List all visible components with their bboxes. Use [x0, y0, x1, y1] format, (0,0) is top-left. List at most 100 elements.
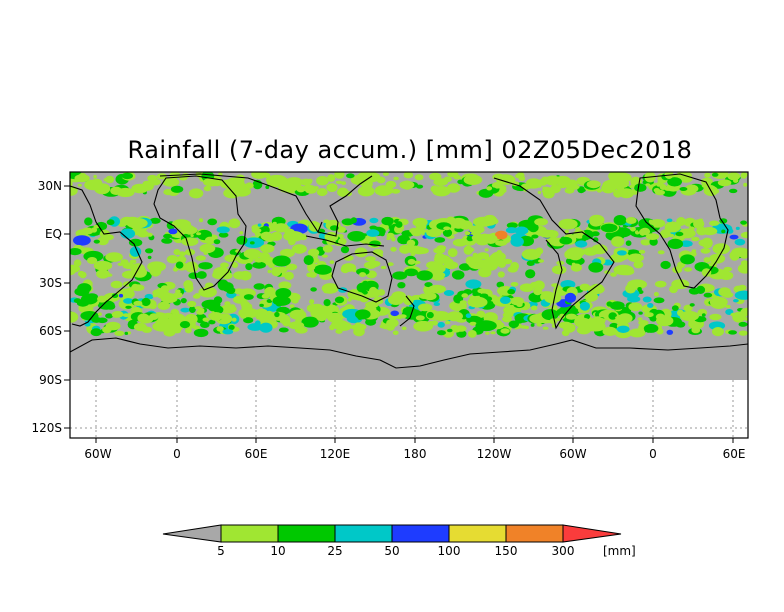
- rain-cell: [728, 330, 737, 335]
- rain-cell: [309, 299, 315, 305]
- rain-cell: [656, 328, 664, 335]
- rain-cell: [693, 219, 705, 229]
- rain-cell: [391, 188, 401, 194]
- x-label-120w: 120W: [477, 447, 512, 461]
- rain-cell: [166, 255, 179, 264]
- rain-cell: [725, 304, 731, 309]
- rain-cell: [81, 227, 94, 235]
- rain-cell: [411, 228, 423, 237]
- rain-cell: [392, 271, 408, 280]
- rain-cell: [240, 313, 247, 319]
- rain-cell: [261, 293, 270, 299]
- rain-cell: [551, 324, 556, 328]
- rain-cell: [73, 235, 91, 246]
- rain-cell: [744, 317, 748, 321]
- rain-cell: [705, 287, 710, 291]
- rain-cell: [322, 245, 333, 253]
- rain-cell: [447, 328, 453, 333]
- rain-cell: [77, 270, 85, 277]
- rain-cell: [414, 260, 421, 265]
- rain-cell: [479, 293, 489, 299]
- rain-cell: [226, 287, 236, 294]
- rain-cell: [116, 187, 135, 198]
- rain-cell: [729, 188, 738, 194]
- rain-cell: [374, 185, 393, 197]
- rain-cell: [77, 283, 92, 294]
- rain-cell: [239, 231, 244, 235]
- rain-cell: [93, 239, 100, 244]
- rain-cell: [87, 257, 98, 264]
- rain-cell: [667, 238, 684, 249]
- rain-cell: [584, 291, 598, 302]
- map-frame: [69, 171, 749, 439]
- rain-cell: [596, 317, 606, 324]
- rain-cell: [112, 311, 120, 318]
- rain-cell: [310, 287, 317, 292]
- rain-cell: [507, 266, 518, 273]
- rain-cell: [494, 230, 508, 240]
- rain-cell: [84, 322, 91, 327]
- x-label-0-right: 0: [649, 447, 657, 461]
- africa-coastline-right: [635, 173, 729, 289]
- rain-cell: [307, 265, 316, 270]
- rain-cell: [260, 231, 273, 241]
- rain-cell: [679, 310, 699, 322]
- colorbar-label: 5: [217, 544, 225, 558]
- rain-cell: [446, 311, 463, 322]
- rain-cell: [483, 289, 492, 295]
- rain-cell: [271, 266, 282, 277]
- rain-cell: [533, 287, 543, 296]
- rain-cell: [656, 182, 661, 187]
- rain-cell: [433, 302, 440, 306]
- rain-cell: [105, 321, 121, 331]
- y-label-120s: 120S: [31, 421, 62, 435]
- rain-cell: [149, 217, 161, 224]
- rain-cell: [413, 320, 434, 332]
- rain-cell: [198, 262, 213, 270]
- rain-cell: [609, 253, 625, 263]
- rain-cell: [475, 320, 497, 332]
- rain-cell: [172, 267, 179, 272]
- rain-cell: [507, 306, 513, 311]
- rain-cell: [167, 330, 173, 336]
- rain-cell: [216, 226, 230, 234]
- rain-cell: [418, 247, 429, 254]
- rain-cell: [630, 227, 636, 232]
- y-label-30n: 30N: [38, 179, 62, 193]
- rain-cell: [629, 328, 646, 338]
- rain-cell: [395, 221, 403, 228]
- rain-cell: [110, 280, 123, 289]
- rain-cell: [679, 187, 688, 191]
- rain-cell: [288, 238, 296, 246]
- rain-cell: [640, 227, 651, 236]
- rain-cell: [712, 243, 730, 255]
- rain-cell: [740, 220, 747, 225]
- rain-cell: [660, 260, 671, 270]
- rain-cell: [559, 313, 566, 319]
- rain-cell: [429, 172, 442, 181]
- rain-cell: [688, 226, 695, 231]
- rain-cell: [647, 303, 654, 308]
- rain-cell: [259, 322, 273, 333]
- rain-cell: [506, 311, 514, 318]
- colorbar-label: 100: [438, 544, 461, 558]
- indonesia-coastline: [305, 221, 385, 247]
- rain-cell: [457, 179, 464, 185]
- rain-cell: [617, 325, 630, 333]
- rain-cell: [368, 260, 381, 267]
- rain-cell: [198, 218, 204, 223]
- rain-cell: [335, 321, 352, 331]
- rain-cell: [441, 315, 451, 321]
- rain-cell: [323, 299, 331, 307]
- rain-cell: [640, 239, 647, 244]
- rain-cell: [173, 292, 183, 298]
- rain-cell: [180, 298, 187, 304]
- rain-cell: [70, 311, 79, 323]
- rain-cell: [444, 258, 454, 264]
- rain-cell: [386, 318, 399, 328]
- rain-cell: [70, 185, 78, 196]
- rain-cell: [625, 283, 636, 294]
- rain-cell: [173, 249, 181, 256]
- rain-cell: [701, 227, 718, 236]
- rain-cell: [251, 172, 268, 179]
